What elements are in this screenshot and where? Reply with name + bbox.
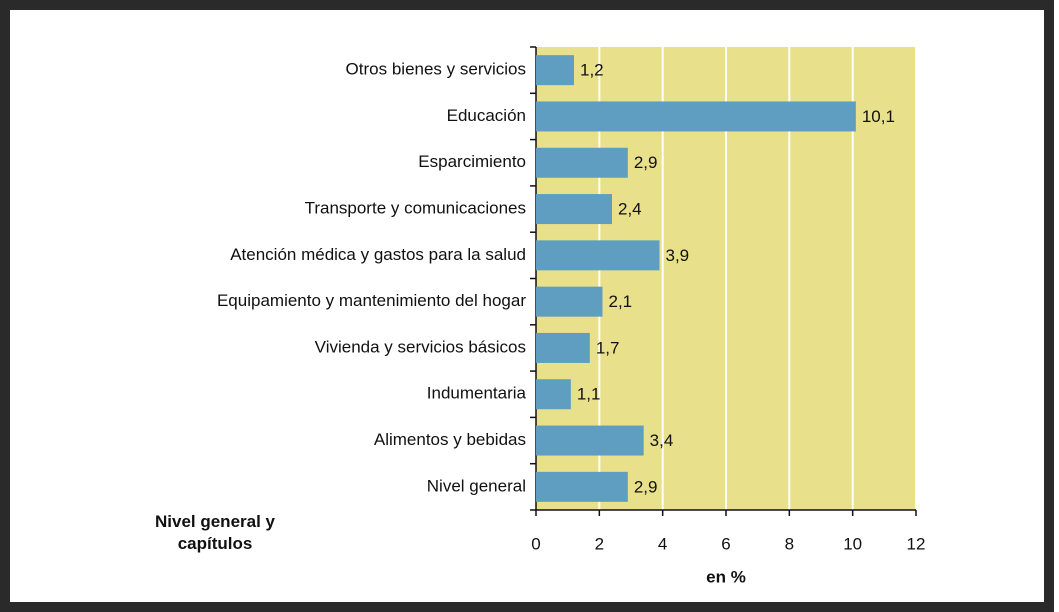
- y-tick-label: Otros bienes y servicios: [346, 60, 526, 79]
- y-tick-label: Esparcimiento: [418, 152, 526, 171]
- value-label: 1,2: [580, 61, 604, 80]
- value-label: 2,4: [618, 200, 642, 219]
- y-tick-label: Atención médica y gastos para la salud: [230, 245, 526, 264]
- x-tick-label: 2: [595, 534, 604, 553]
- y-axis-label: Nivel general y capítulos: [154, 512, 275, 553]
- y-tick-label: Alimentos y bebidas: [374, 430, 526, 449]
- bar: [536, 332, 590, 363]
- y-tick-label: Vivienda y servicios básicos: [315, 337, 526, 356]
- y-tick-label: Nivel general: [427, 476, 526, 495]
- bar: [536, 240, 660, 271]
- x-tick-label: 12: [907, 534, 926, 553]
- bar: [536, 147, 628, 178]
- y-tick-label: Transporte y comunicaciones: [305, 199, 526, 218]
- value-label: 3,4: [650, 431, 674, 450]
- bar: [536, 194, 612, 225]
- value-label: 3,9: [666, 246, 690, 265]
- bar: [536, 379, 571, 410]
- value-label: 2,9: [634, 477, 658, 496]
- bar: [536, 471, 628, 502]
- value-label: 1,1: [577, 385, 601, 404]
- value-label: 2,9: [634, 153, 658, 172]
- bar: [536, 55, 574, 86]
- x-tick-label: 8: [785, 534, 794, 553]
- y-tick-label: Educación: [447, 106, 526, 125]
- x-axis-label: en %: [706, 567, 746, 586]
- y-tick-label: Equipamiento y mantenimiento del hogar: [217, 291, 526, 310]
- x-tick-label: 4: [658, 534, 667, 553]
- x-tick-label: 10: [843, 534, 862, 553]
- y-tick-label: Indumentaria: [427, 384, 527, 403]
- value-label: 10,1: [862, 107, 895, 126]
- value-label: 2,1: [609, 292, 633, 311]
- x-tick-label: 0: [531, 534, 540, 553]
- bar: [536, 286, 603, 317]
- bar: [536, 425, 644, 456]
- value-label: 1,7: [596, 338, 620, 357]
- x-tick-label: 6: [721, 534, 730, 553]
- bar: [536, 101, 856, 132]
